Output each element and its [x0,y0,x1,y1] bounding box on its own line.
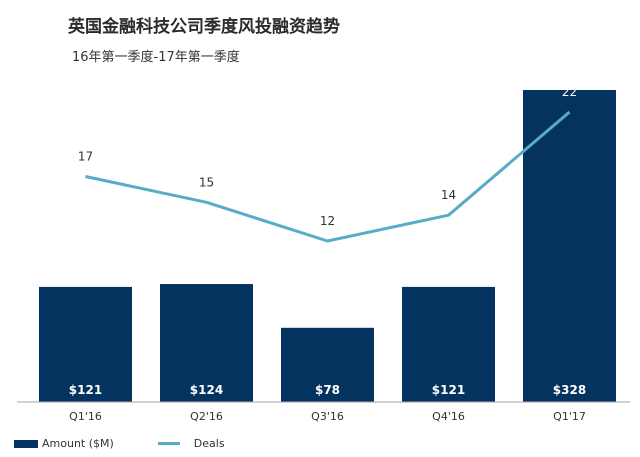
legend-amount-label: Amount ($M) [42,437,114,450]
x-tick-label-4: Q1'17 [553,410,586,423]
bar-1 [160,284,253,402]
chart-subtitle: 16年第一季度-17年第一季度 [72,50,240,65]
bar-3 [402,286,495,402]
legend-bar-swatch [14,439,38,448]
bar-label-4: $328 [553,383,586,397]
deals-line [85,110,571,243]
x-tick-label-3: Q4'16 [432,410,465,423]
x-tick-label-0: Q1'16 [69,410,102,423]
deals-label-0: 17 [78,150,93,164]
legend-item-deals[interactable]: Deals [157,437,225,450]
deals-label-1: 15 [199,175,214,189]
bar-label-3: $121 [432,383,465,397]
bar-label-2: $78 [315,383,340,397]
legend-item-amount[interactable]: Amount ($M) [14,437,114,450]
chart-title: 英国金融科技公司季度风投融资趋势 [68,17,340,37]
deals-label-3: 14 [441,188,456,202]
bar-4 [523,90,616,402]
bar-2 [281,327,374,402]
x-tick-label-2: Q3'16 [311,410,344,423]
legend-line-swatch [157,442,180,445]
bar-label-0: $121 [69,383,102,397]
x-tick-label-1: Q2'16 [190,410,223,423]
bar-0 [39,286,132,402]
deals-label-4: 22 [562,85,577,99]
bar-label-1: $124 [190,383,223,397]
deals-label-2: 12 [320,214,335,228]
legend: Amount ($M) Deals [14,437,269,450]
legend-deals-label: Deals [193,437,225,450]
